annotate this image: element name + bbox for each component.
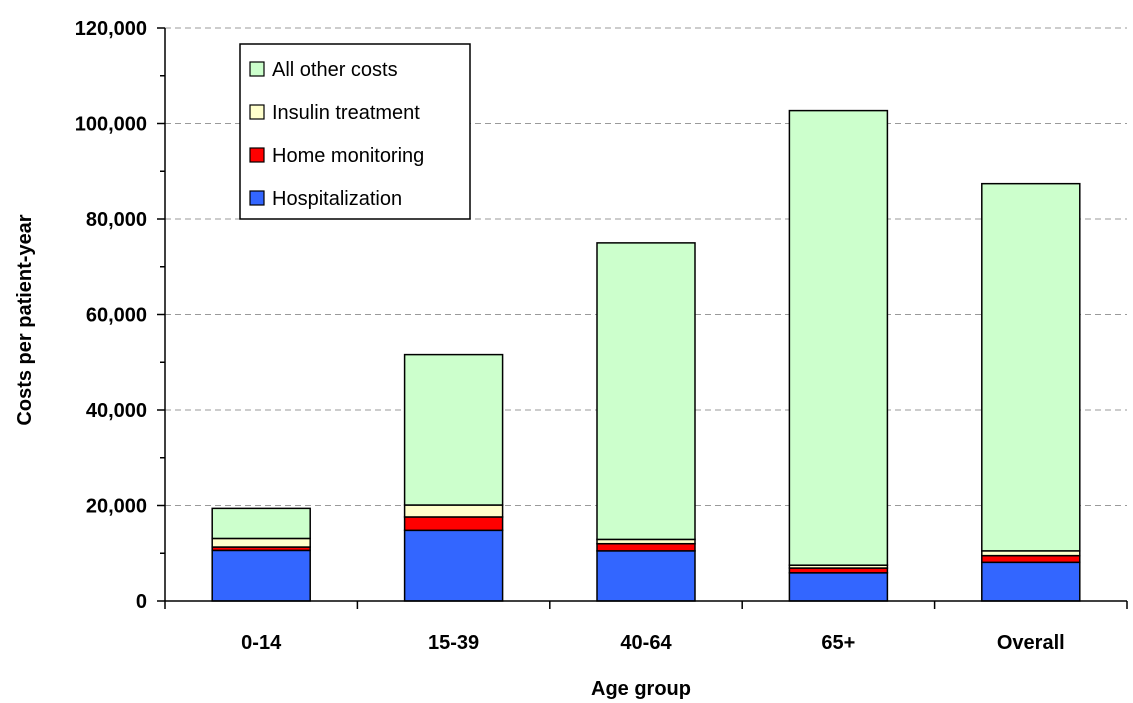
axes — [157, 27, 1128, 609]
bar-segment — [788, 109, 889, 566]
legend-item: Insulin treatment — [249, 102, 420, 124]
y-tick-label: 120,000 — [75, 18, 147, 40]
legend-label: All other costs — [272, 59, 398, 81]
y-tick-label: 80,000 — [86, 209, 147, 231]
bar-stack — [596, 242, 696, 602]
y-tick-label: 20,000 — [86, 496, 147, 518]
legend-label: Home monitoring — [272, 145, 424, 167]
bar-segment — [596, 242, 696, 541]
bar-segment — [981, 554, 1081, 564]
legend-item: Hospitalization — [249, 188, 402, 210]
bar-segment — [981, 561, 1081, 602]
legend-label: Insulin treatment — [272, 102, 420, 124]
y-tick-label: 100,000 — [75, 114, 147, 136]
bar-stack — [403, 353, 504, 602]
legend-item: All other costs — [249, 59, 398, 81]
legend: All other costs Insulin treatment Home mon… — [239, 43, 471, 220]
bar-segment — [403, 529, 504, 602]
x-tick-labels: 0-14 15-39 40-64 65+ Overall — [241, 632, 1065, 654]
bar-stacks — [211, 109, 1081, 602]
bar-segment — [403, 516, 504, 532]
bar-segment — [403, 504, 504, 518]
y-tick-label: 60,000 — [86, 305, 147, 327]
y-axis-title: Costs per patient-year — [14, 214, 36, 425]
bar-stack — [211, 507, 311, 602]
x-axis-title: Age group — [591, 678, 691, 700]
x-tick-label: Overall — [997, 632, 1065, 654]
bar-segment — [788, 572, 889, 602]
bar-stack — [981, 182, 1081, 602]
x-tick-label: 40-64 — [620, 632, 672, 654]
x-tick-label: 15-39 — [428, 632, 479, 654]
legend-label: Hospitalization — [272, 188, 402, 210]
y-tick-labels: 0 20,000 40,000 60,000 80,000 100,000 120,000 — [75, 18, 147, 613]
legend-swatch — [249, 104, 265, 120]
legend-box — [239, 43, 471, 220]
x-tick-label: 0-14 — [241, 632, 282, 654]
bar-segment — [403, 353, 504, 506]
x-tick-label: 65+ — [821, 632, 855, 654]
legend-item: Home monitoring — [249, 145, 424, 167]
bar-stack — [788, 109, 889, 602]
bar-segment — [596, 550, 696, 602]
bar-segment — [211, 549, 311, 602]
legend-swatch — [249, 190, 265, 206]
bar-segment — [211, 537, 311, 548]
y-tick-label: 0 — [136, 591, 147, 613]
bar-segment — [981, 182, 1081, 552]
bar-segment — [211, 507, 311, 540]
y-tick-label: 40,000 — [86, 400, 147, 422]
legend-swatch — [249, 61, 265, 77]
legend-swatch — [249, 147, 265, 163]
bar-segment — [596, 542, 696, 552]
